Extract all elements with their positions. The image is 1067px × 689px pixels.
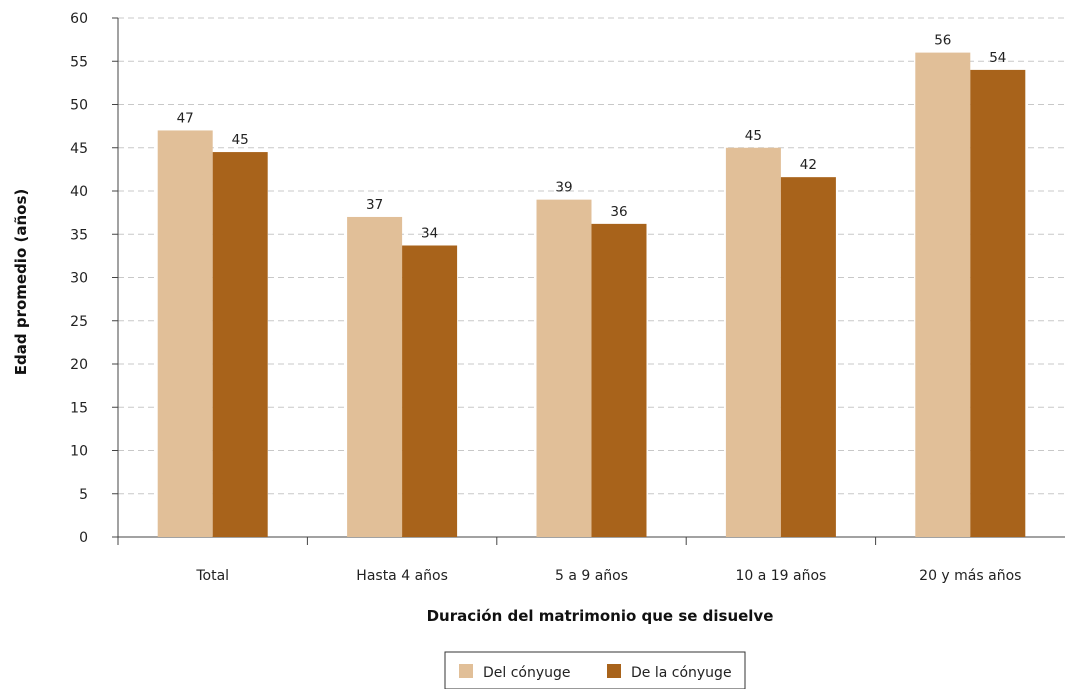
legend-frame [444,651,746,689]
y-tick-label-5: 5 [79,487,88,503]
y-tick-label-25: 25 [70,314,88,330]
legend-label-del-conyuge: Del cónyuge [483,665,571,681]
y-axis: 0 5 10 15 20 25 30 35 40 45 50 55 60 [70,11,119,546]
bar-del-conyuge-5-a-9-anos [536,199,592,537]
x-axis-title: Duración del matrimonio que se disuelve [427,607,774,625]
x-tick-label-5-a-9-anos: 5 a 9 años [555,568,628,584]
y-tick-label-40: 40 [70,184,88,200]
y-tick-label-30: 30 [70,271,88,287]
y-axis-title: Edad promedio (años) [12,189,30,375]
value-label-del-conyuge-10-a-19-anos: 45 [745,128,762,144]
bar-de-la-conyuge-total [212,152,268,537]
y-tick-label-45: 45 [70,141,88,157]
x-tick-label-20-y-mas-anos: 20 y más años [919,568,1021,584]
x-tick-label-10-a-19-anos: 10 a 19 años [735,568,826,584]
y-tick-label-10: 10 [70,444,88,460]
bar-de-la-conyuge-10-a-19-anos [780,177,836,537]
legend-swatch-de-la-conyuge [607,664,621,678]
value-label-de-la-conyuge-5-a-9-anos: 36 [610,204,627,220]
value-label-del-conyuge-hasta-4-anos: 37 [366,197,383,213]
x-tick-label-hasta-4-anos: Hasta 4 años [356,568,448,584]
bar-de-la-conyuge-5-a-9-anos [591,223,647,537]
value-labels: 47 45 37 34 39 36 45 42 56 54 [177,33,1007,242]
value-label-de-la-conyuge-10-a-19-anos: 42 [800,157,817,173]
bar-del-conyuge-total [157,130,213,537]
y-tick-label-20: 20 [70,357,88,373]
y-tick-label-60: 60 [70,11,88,27]
y-tick-label-50: 50 [70,98,88,114]
y-tick-label-55: 55 [70,54,88,70]
bars [157,52,1026,538]
bar-de-la-conyuge-hasta-4-anos [402,245,458,537]
bar-del-conyuge-10-a-19-anos [725,147,781,537]
x-axis: Total Hasta 4 años 5 a 9 años 10 a 19 años 2… [118,536,1065,584]
legend-label-de-la-conyuge: De la cónyuge [631,665,732,681]
value-label-de-la-conyuge-20-y-mas-anos: 54 [989,50,1006,66]
value-label-de-la-conyuge-total: 45 [232,132,249,148]
y-tick-label-35: 35 [70,227,88,243]
x-tick-label-total: Total [195,568,229,584]
y-tick-label-0: 0 [79,530,88,546]
y-tick-label-15: 15 [70,400,88,416]
value-label-del-conyuge-20-y-mas-anos: 56 [934,33,951,49]
value-label-del-conyuge-total: 47 [177,110,194,126]
value-label-de-la-conyuge-hasta-4-anos: 34 [421,225,438,241]
bar-del-conyuge-hasta-4-anos [347,216,403,537]
value-label-del-conyuge-5-a-9-anos: 39 [555,180,572,196]
legend-swatch-del-conyuge [459,664,473,678]
bar-del-conyuge-20-y-mas-anos [915,52,971,537]
legend: Del cónyuge De la cónyuge [444,651,746,689]
bar-de-la-conyuge-20-y-mas-anos [970,69,1026,538]
